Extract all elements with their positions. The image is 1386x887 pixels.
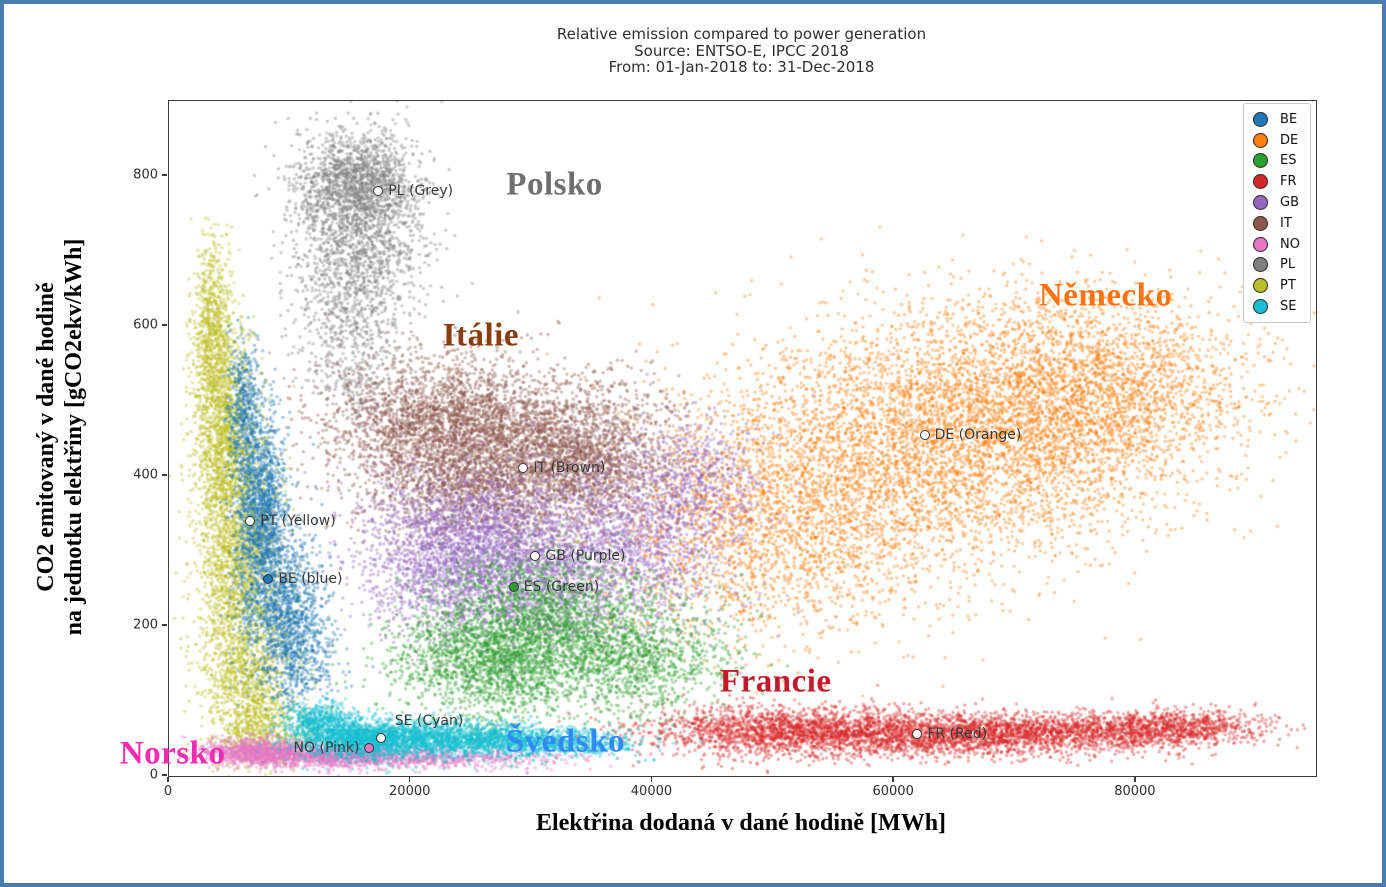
country-label-švédsko: Švédsko: [505, 723, 625, 760]
legend-item-SE: SE: [1253, 296, 1300, 317]
legend-swatch-NO: [1253, 236, 1269, 252]
annotation-text-ES: ES (Green): [523, 579, 600, 595]
plot-area: BE DE ES FR GB IT NO PL PT SE PL (Grey) DE (Orange…: [120, 100, 1317, 777]
x-tick-label-40000: 40000: [630, 784, 673, 799]
legend-item-PT: PT: [1253, 275, 1300, 296]
x-tick-label-80000: 80000: [1114, 784, 1156, 799]
legend-swatch-DE: [1253, 132, 1269, 148]
annotation-PL: PL (Grey): [373, 183, 453, 199]
annotation-IT: IT (Brown): [518, 460, 605, 476]
y-tick-label-800: 800: [133, 167, 158, 183]
legend-label-BE: BE: [1280, 111, 1298, 127]
legend-swatch-BE: [1253, 111, 1269, 127]
legend-item-ES: ES: [1253, 151, 1300, 172]
annotation-text-PL: PL (Grey): [388, 183, 454, 199]
annotation-marker-GB: [530, 551, 541, 562]
y-tick-label-200: 200: [133, 617, 158, 633]
legend: BE DE ES FR GB IT NO PL PT SE: [1243, 103, 1311, 323]
legend-label-IT: IT: [1280, 215, 1292, 231]
x-tick-label-20000: 20000: [389, 784, 431, 799]
x-tick-mark-80000: [1134, 776, 1136, 782]
y-tick-mark-600: [161, 324, 167, 326]
y-axis-label-line1: CO2 emitovaný v dané hodině: [33, 282, 59, 592]
chart-title-line3: From: 01-Jan-2018 to: 31-Dec-2018: [608, 58, 875, 76]
legend-item-PL: PL: [1253, 255, 1300, 276]
annotation-NO: NO (Pink): [294, 740, 375, 756]
x-axis-label: Elektřina dodaná v dané hodině [MWh]: [535, 810, 947, 836]
annotation-text-SE: SE (Cyan): [394, 712, 464, 729]
legend-item-FR: FR: [1253, 171, 1300, 192]
x-tick-mark-0: [167, 776, 169, 782]
annotation-GB: GB (Purple): [530, 548, 625, 564]
annotation-text-FR: FR (Red): [927, 726, 988, 742]
annotation-FR: FR (Red): [912, 726, 987, 742]
legend-label-NO: NO: [1280, 236, 1300, 252]
annotation-marker-FR: [912, 729, 923, 739]
y-tick-mark-800: [161, 174, 167, 176]
legend-swatch-IT: [1253, 215, 1269, 231]
y-tick-mark-0: [161, 774, 167, 776]
annotation-marker-NO: [364, 743, 375, 754]
legend-swatch-PL: [1253, 257, 1269, 273]
y-axis-label-line2: na jednotku elektřiny [gCO2ekv/kWh]: [61, 238, 87, 636]
annotation-marker-PT: [245, 516, 256, 526]
x-tick-mark-60000: [892, 776, 894, 782]
x-tick-label-0: 0: [163, 784, 173, 799]
annotation-marker-BE: [263, 573, 274, 584]
legend-swatch-PT: [1253, 278, 1269, 294]
x-tick-label-60000: 60000: [872, 784, 914, 799]
y-tick-mark-400: [161, 474, 167, 476]
legend-swatch-FR: [1253, 174, 1269, 190]
country-label-norsko: Norsko: [119, 735, 226, 772]
country-label-německo: Německo: [1038, 277, 1173, 314]
annotation-marker-SE: [375, 732, 386, 743]
legend-label-DE: DE: [1280, 132, 1299, 148]
legend-label-PT: PT: [1280, 278, 1296, 294]
annotation-text-GB: GB (Purple): [545, 548, 626, 565]
annotation-BE: BE (blue): [263, 571, 342, 587]
country-label-itálie: Itálie: [442, 317, 519, 354]
legend-swatch-SE: [1253, 299, 1269, 315]
y-tick-label-600: 600: [133, 317, 158, 333]
legend-label-FR: FR: [1280, 174, 1297, 190]
annotation-marker-DE: [919, 429, 930, 440]
scatter-plot-canvas: [169, 101, 1316, 776]
annotation-text-DE: DE (Orange): [934, 426, 1022, 443]
chart-title-block: Relative emission compared to power gene…: [168, 26, 1315, 76]
legend-item-GB: GB: [1253, 192, 1300, 213]
chart-title-line2: Source: ENTSO-E, IPCC 2018: [634, 41, 849, 60]
annotation-text-NO: NO (Pink): [293, 740, 360, 757]
annotation-SE: SE (Cyan): [375, 713, 463, 746]
legend-label-ES: ES: [1280, 153, 1297, 169]
x-tick-mark-40000: [650, 776, 653, 782]
legend-label-SE: SE: [1280, 299, 1297, 315]
legend-swatch-GB: [1253, 195, 1269, 211]
legend-item-BE: BE: [1253, 109, 1300, 130]
x-tick-mark-20000: [408, 776, 411, 782]
legend-label-GB: GB: [1280, 195, 1300, 211]
y-axis-label: CO2 emitovaný v dané hodině na jednotku …: [32, 239, 88, 636]
annotation-PT: PT (Yellow): [245, 513, 336, 529]
legend-item-IT: IT: [1253, 213, 1300, 234]
annotation-text-BE: BE (blue): [278, 570, 343, 587]
annotation-text-IT: IT (Brown): [533, 459, 606, 476]
annotation-text-PT: PT (Yellow): [260, 513, 336, 529]
legend-item-NO: NO: [1253, 234, 1300, 255]
y-tick-label-0: 0: [149, 767, 158, 783]
annotation-marker-ES: [508, 582, 519, 592]
annotation-ES: ES (Green): [508, 579, 600, 595]
legend-item-DE: DE: [1253, 130, 1300, 151]
chart-title-line1: Relative emission compared to power gene…: [556, 25, 927, 43]
legend-label-PL: PL: [1280, 257, 1296, 273]
y-tick-label-400: 400: [133, 467, 158, 483]
annotation-marker-IT: [518, 462, 529, 473]
annotation-DE: DE (Orange): [919, 426, 1022, 443]
y-tick-mark-200: [161, 624, 167, 626]
annotation-marker-PL: [373, 186, 384, 196]
legend-swatch-ES: [1253, 153, 1269, 169]
country-label-polsko: Polsko: [506, 166, 603, 203]
country-label-francie: Francie: [719, 663, 832, 700]
